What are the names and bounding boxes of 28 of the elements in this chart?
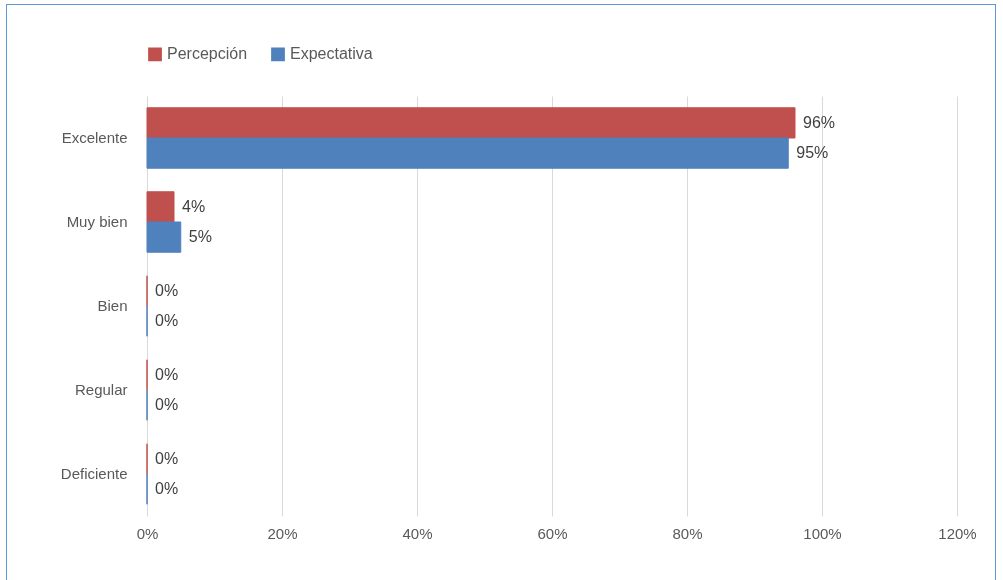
x-tick-label: 120% [938, 524, 977, 542]
legend-label: Percepción [167, 45, 248, 63]
x-tick-label: 60% [537, 524, 568, 542]
y-tick-label: Muy bien [66, 213, 128, 230]
y-tick-label: Regular [74, 381, 128, 398]
legend-label: Expectativa [290, 45, 373, 63]
data-label: 0% [155, 365, 179, 383]
x-tick-label: 80% [672, 524, 703, 542]
x-tick-label: 100% [803, 524, 842, 542]
bar [146, 221, 182, 253]
data-label: 95% [796, 144, 829, 162]
data-label: 0% [155, 480, 179, 498]
data-label: 0% [155, 281, 179, 299]
bar [146, 137, 789, 169]
y-tick-label: Deficiente [60, 465, 128, 482]
x-tick-label: 0% [136, 524, 159, 542]
data-label: 0% [155, 449, 179, 467]
data-label: 96% [803, 113, 836, 131]
x-tick-label: 20% [267, 524, 298, 542]
y-tick-label: Bien [97, 297, 128, 314]
bar [146, 107, 796, 139]
data-label: 0% [155, 312, 179, 330]
bar [146, 191, 175, 223]
y-tick-label: Excelente [61, 129, 128, 146]
data-label: 0% [155, 396, 179, 414]
x-tick-label: 40% [402, 524, 433, 542]
data-label: 5% [188, 228, 212, 246]
data-label: 4% [182, 197, 206, 215]
